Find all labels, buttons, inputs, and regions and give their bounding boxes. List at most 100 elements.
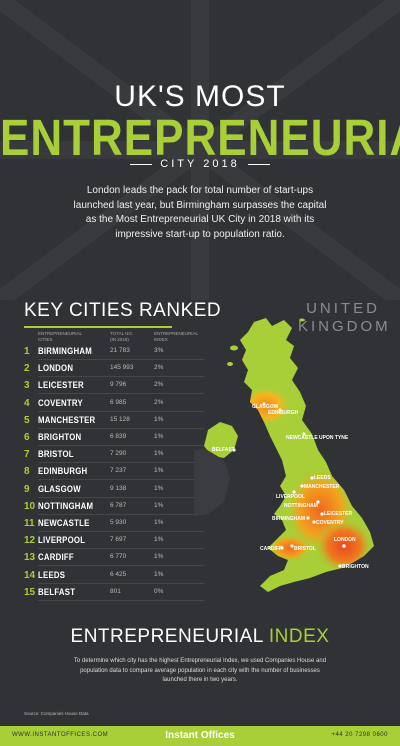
row-divider	[38, 410, 204, 412]
label-glasgow: GLASGOW	[252, 404, 279, 410]
rank-city: LEICESTER	[38, 380, 84, 392]
uk-label-line1: UNITED	[306, 300, 380, 317]
rank-number: 10	[24, 500, 36, 512]
rank-ratio: 2%	[154, 381, 164, 389]
col-head-ratio: ENTREPRENEURIAL INDEX	[154, 331, 198, 342]
ranking-row: 11 NEWCASTLE 5 930 1%	[24, 516, 204, 532]
title-sub-text: CITY 2018	[160, 158, 240, 170]
rank-startups: 7 697	[110, 536, 127, 544]
footer-url-link[interactable]: WWW.INSTANTOFFICES.COM	[12, 732, 109, 738]
row-divider	[38, 376, 204, 378]
marker-leicester	[320, 512, 324, 516]
rank-city: NEWCASTLE	[38, 518, 90, 529]
row-divider	[38, 427, 204, 429]
row-divider	[38, 445, 204, 446]
rank-ratio: 0%	[154, 587, 164, 595]
row-divider	[38, 513, 204, 515]
rank-city: BELFAST	[38, 586, 76, 598]
rank-number: 12	[24, 535, 36, 547]
label-leicester: LEICESTER	[324, 511, 352, 517]
label-liverpool: LIVERPOOL	[276, 494, 305, 500]
marker-coventry	[312, 520, 316, 524]
rank-number: 8	[24, 466, 30, 478]
rank-startups: 6 985	[110, 398, 127, 406]
rank-startups: 6 770	[110, 553, 127, 561]
uk-label-line2: KINGDOM	[298, 318, 391, 335]
rank-city: LONDON	[38, 363, 74, 375]
rank-startups: 6 839	[110, 433, 127, 440]
ranking-row: 9 GLASGOW 9 138 1%	[24, 482, 204, 498]
rank-startups: 6 425	[110, 570, 127, 578]
footer-bar: WWW.INSTANTOFFICES.COM Instant Offices +…	[0, 726, 400, 746]
ranking-row: 3 LEICESTER 9 796 2%	[24, 378, 204, 395]
rank-startups: 6 787	[110, 501, 127, 509]
ranking-row: 6 BRIGHTON 6 839 1%	[24, 430, 204, 446]
rank-number: 9	[24, 483, 30, 495]
rank-ratio: 1%	[154, 484, 164, 492]
rank-number: 13	[24, 552, 36, 564]
ranking-row: 10 NOTTINGHAM 6 787 1%	[24, 499, 204, 515]
rank-number: 1	[24, 346, 30, 357]
intro-text: London leads the pack for total number o…	[73, 185, 327, 240]
rank-startups: 21 783	[110, 347, 130, 354]
label-bristol: BRISTOL	[294, 546, 316, 552]
ranking-row: 12 LIVERPOOL 7 697 1%	[24, 533, 204, 550]
rank-number: 11	[24, 518, 35, 529]
rank-startups: 145 993	[110, 364, 134, 372]
col-head-city: ENTREPRENEURIAL CITIES	[38, 331, 82, 342]
rank-ratio: 1%	[154, 570, 164, 578]
northern-ireland-shape	[204, 422, 238, 458]
rank-number: 3	[24, 380, 30, 392]
ranking-row: 2 LONDON 145 993 2%	[24, 361, 204, 378]
rank-startups: 9 796	[110, 381, 127, 389]
row-divider	[38, 582, 204, 584]
rank-startups: 7 237	[110, 467, 127, 475]
ranking-row: 1 BIRMINGHAM 21 783 3%	[24, 344, 204, 360]
label-cardiff: CARDIFF	[260, 546, 282, 552]
uk-map: GLASGOW EDINBURGH NEWCASTLE UPON TYNE BE…	[194, 318, 374, 592]
label-manchester: MANCHESTER	[304, 484, 340, 490]
label-leeds: LEEDS	[314, 475, 331, 481]
rank-ratio: 1%	[154, 501, 164, 509]
rank-ratio: 1%	[154, 519, 164, 526]
row-divider	[38, 565, 204, 567]
island-shape	[230, 345, 238, 351]
rank-startups: 5 930	[110, 519, 127, 526]
rank-startups: 9 138	[110, 484, 127, 492]
marker-newcastle	[302, 432, 306, 436]
rank-ratio: 2%	[154, 398, 164, 406]
label-edinburgh: EDINBURGH	[268, 410, 299, 416]
marker-cardiff	[280, 546, 284, 550]
rank-city: MANCHESTER	[38, 414, 96, 426]
row-divider	[38, 496, 204, 498]
row-divider	[38, 393, 204, 395]
rank-city: CARDIFF	[38, 552, 74, 564]
rank-number: 4	[24, 397, 30, 409]
ranking-title: KEY CITIES RANKED	[24, 300, 222, 328]
rank-ratio: 1%	[154, 433, 164, 440]
marker-bristol	[290, 544, 294, 548]
marker-nottingham	[316, 500, 320, 504]
background-flag-pattern	[0, 0, 400, 300]
row-divider	[38, 531, 204, 532]
rank-ratio: 1%	[154, 553, 164, 561]
rank-ratio: 3%	[154, 347, 164, 354]
label-belfast: BELFAST	[212, 447, 235, 453]
source-note: Source: Companies House Data	[24, 711, 89, 716]
rank-city: LIVERPOOL	[38, 535, 86, 547]
rank-ratio: 1%	[154, 467, 164, 475]
row-divider	[38, 548, 204, 550]
uk-label: UNITED KINGDOM	[298, 300, 388, 336]
marker-manchester	[300, 484, 304, 488]
rank-city: COVENTRY	[38, 397, 83, 409]
rank-city: LEEDS	[38, 569, 66, 581]
rank-city: GLASGOW	[38, 483, 81, 495]
row-divider	[38, 359, 204, 360]
rank-startups: 801	[110, 587, 121, 595]
label-london: LONDON	[334, 537, 356, 543]
rank-number: 5	[24, 414, 30, 426]
marker-glasgow	[262, 402, 266, 406]
rank-ratio: 2%	[154, 364, 164, 372]
island-shape	[299, 318, 305, 322]
